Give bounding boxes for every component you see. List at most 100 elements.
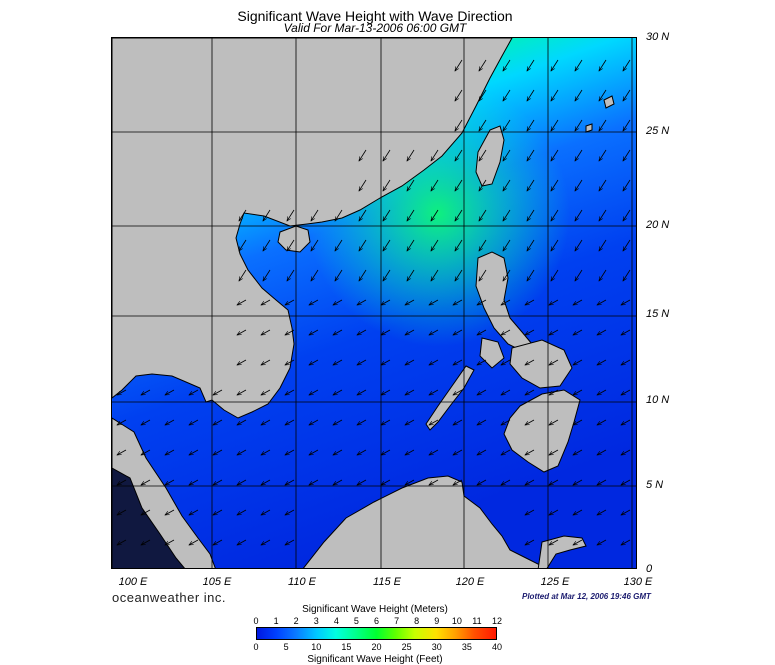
- wave-arrow: [381, 329, 391, 335]
- wave-arrow: [333, 479, 343, 485]
- wave-arrow: [453, 389, 463, 395]
- wave-arrow: [623, 149, 631, 161]
- wave-arrow: [551, 119, 559, 131]
- wave-arrow: [141, 419, 151, 425]
- wave-arrow: [551, 149, 559, 161]
- wave-arrow: [429, 329, 439, 335]
- wave-arrow: [357, 329, 367, 335]
- wave-arrow: [381, 389, 391, 395]
- wave-arrow: [309, 389, 319, 395]
- wave-arrow: [597, 449, 607, 455]
- land-sumatra: [112, 467, 185, 568]
- wave-arrow: [165, 509, 175, 515]
- wave-arrow: [479, 209, 487, 221]
- wave-arrow: [455, 179, 463, 191]
- wave-arrow: [263, 239, 271, 251]
- wave-arrow: [503, 89, 511, 101]
- wave-arrow: [623, 179, 631, 191]
- wave-arrow: [261, 329, 271, 335]
- wave-arrow: [479, 149, 487, 161]
- wave-arrow: [141, 509, 151, 515]
- wave-arrow: [383, 179, 391, 191]
- wave-arrow: [549, 299, 559, 305]
- legend-meter-tick: 10: [451, 616, 462, 626]
- wave-arrow: [383, 269, 391, 281]
- legend-feet-tick: 25: [401, 642, 412, 652]
- wave-arrow: [357, 389, 367, 395]
- wave-arrow: [551, 269, 559, 281]
- wave-arrow: [381, 449, 391, 455]
- wave-arrow: [575, 239, 583, 251]
- wave-arrow: [357, 479, 367, 485]
- legend-meter-tick: 2: [293, 616, 299, 626]
- wave-arrow: [527, 119, 535, 131]
- wave-arrow: [239, 209, 247, 221]
- lon-label-100e: 100 E: [118, 576, 148, 588]
- wave-arrow: [239, 269, 247, 281]
- wave-arrow: [189, 539, 199, 545]
- wave-arrow: [335, 269, 343, 281]
- wave-arrow: [477, 419, 487, 425]
- wave-arrow: [551, 89, 559, 101]
- legend-meter-tick: 9: [434, 616, 440, 626]
- wave-arrow: [621, 539, 631, 545]
- wave-arrow: [309, 479, 319, 485]
- wave-arrow: [285, 509, 295, 515]
- wave-arrow: [405, 479, 415, 485]
- wave-arrow: [573, 449, 583, 455]
- wave-arrow: [621, 359, 631, 365]
- map-subtitle: Valid For Mar-13-2006 06:00 GMT: [283, 21, 467, 35]
- wave-arrow: [213, 539, 223, 545]
- wave-arrow: [237, 479, 247, 485]
- land-hainan: [277, 225, 311, 253]
- wave-arrow: [309, 299, 319, 305]
- wave-arrow: [503, 239, 511, 251]
- plotted-timestamp: Plotted at Mar 12, 2006 19:46 GMT: [522, 592, 651, 601]
- wave-arrow: [573, 389, 583, 395]
- wave-arrow: [573, 539, 583, 545]
- wave-arrow: [141, 389, 151, 395]
- legend-meter-tick: 6: [373, 616, 380, 626]
- wave-arrow: [455, 239, 463, 251]
- wave-arrow: [527, 209, 535, 221]
- wave-arrow: [429, 449, 439, 455]
- wave-arrow: [359, 269, 367, 281]
- wave-arrow: [453, 449, 463, 455]
- wave-arrow: [405, 329, 415, 335]
- wave-arrow: [479, 239, 487, 251]
- wave-arrow: [575, 209, 583, 221]
- wave-arrow: [261, 299, 271, 305]
- wave-arrow: [597, 389, 607, 395]
- wave-arrow: [599, 89, 607, 101]
- wave-arrow: [407, 179, 415, 191]
- wave-arrow: [597, 419, 607, 425]
- wave-arrow: [285, 419, 295, 425]
- wave-arrow: [503, 59, 511, 71]
- legend-meter-tick: 3: [313, 616, 319, 626]
- wave-arrow: [503, 269, 511, 281]
- wave-arrow: [261, 419, 271, 425]
- legend-meter-tick: 0: [253, 616, 259, 626]
- lon-label-130e: 130 E: [623, 576, 653, 588]
- wave-arrow: [237, 539, 247, 545]
- wave-arrow: [431, 149, 439, 161]
- wave-arrow: [599, 209, 607, 221]
- wave-arrow: [525, 299, 535, 305]
- wave-arrow: [597, 509, 607, 515]
- wave-arrow: [117, 539, 127, 545]
- wave-arrow: [453, 329, 463, 335]
- legend-meters-ticks: 0 1 2 3 4 5 6 7 8 9 10 11 12: [252, 616, 502, 628]
- wave-arrow: [357, 419, 367, 425]
- legend-feet-tick: 5: [283, 642, 289, 652]
- wave-arrow: [597, 329, 607, 335]
- wave-arrow: [575, 149, 583, 161]
- wave-arrow: [405, 359, 415, 365]
- wave-arrow: [479, 59, 487, 71]
- legend-feet-tick: 40: [491, 642, 503, 652]
- wave-arrow: [455, 149, 463, 161]
- wave-arrow: [573, 299, 583, 305]
- wave-arrow: [431, 239, 439, 251]
- legend-feet-tick: 35: [461, 642, 472, 652]
- wave-arrow: [335, 239, 343, 251]
- wave-arrow: [405, 449, 415, 455]
